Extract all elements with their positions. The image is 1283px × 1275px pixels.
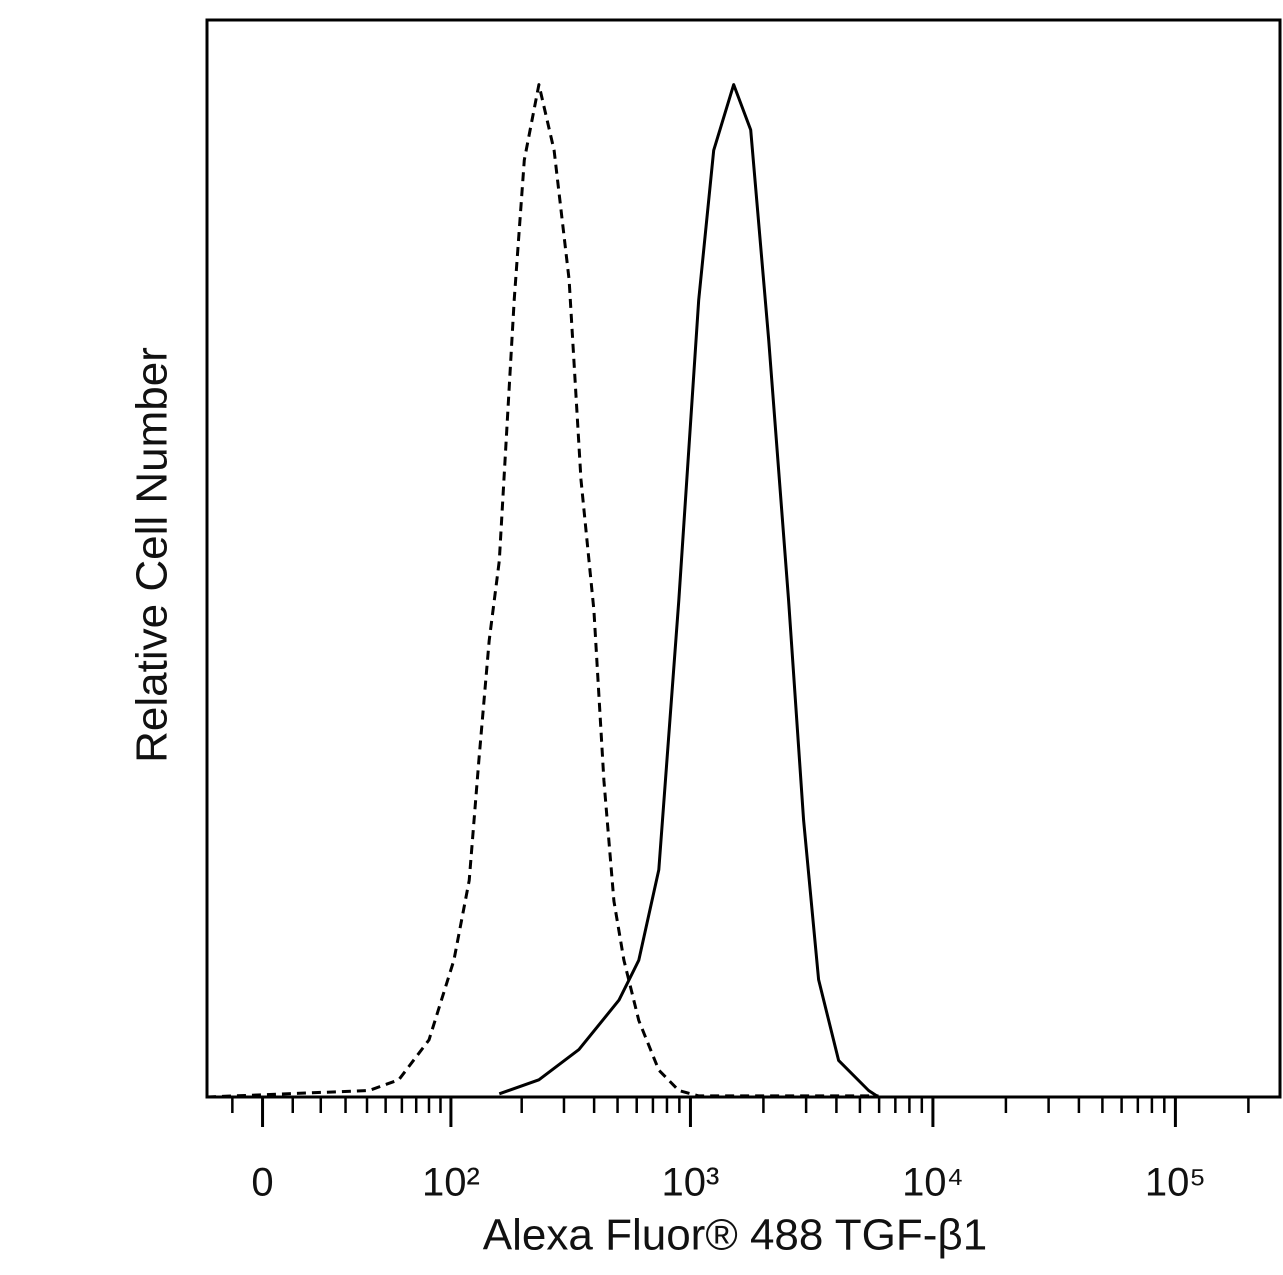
x-tick-label: 10² (422, 1161, 480, 1205)
x-tick-label: 10⁵ (1145, 1161, 1206, 1205)
x-axis-label: Alexa Fluor® 488 TGF-β1 (483, 1211, 987, 1260)
x-tick-label: 0 (251, 1161, 273, 1205)
x-tick-label: 10³ (662, 1161, 720, 1205)
histogram-line (498, 83, 880, 1099)
histogram-line (206, 83, 879, 1099)
x-tick-label: 10⁴ (902, 1161, 964, 1205)
y-axis-label: Relative Cell Number (128, 347, 177, 763)
plot-frame (205, 18, 1282, 1099)
